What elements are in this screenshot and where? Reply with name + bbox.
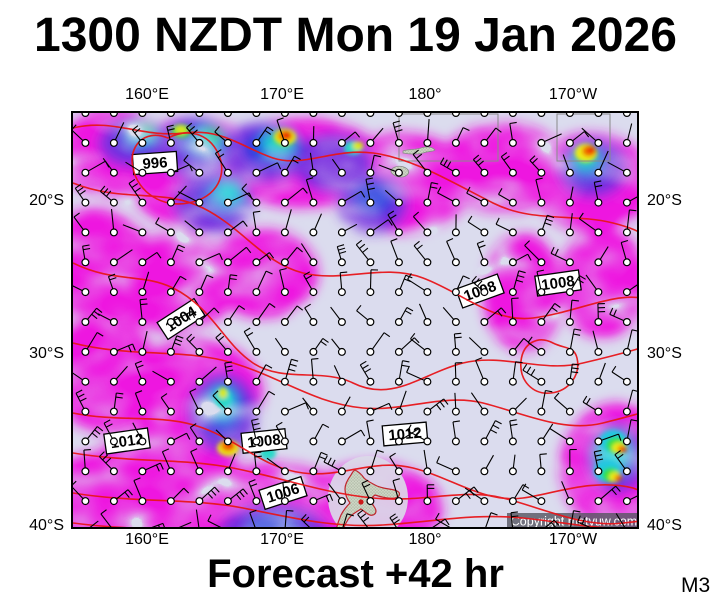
svg-text:996: 996 — [142, 154, 168, 173]
svg-text:1012: 1012 — [388, 425, 423, 445]
svg-text:1008: 1008 — [247, 431, 282, 451]
